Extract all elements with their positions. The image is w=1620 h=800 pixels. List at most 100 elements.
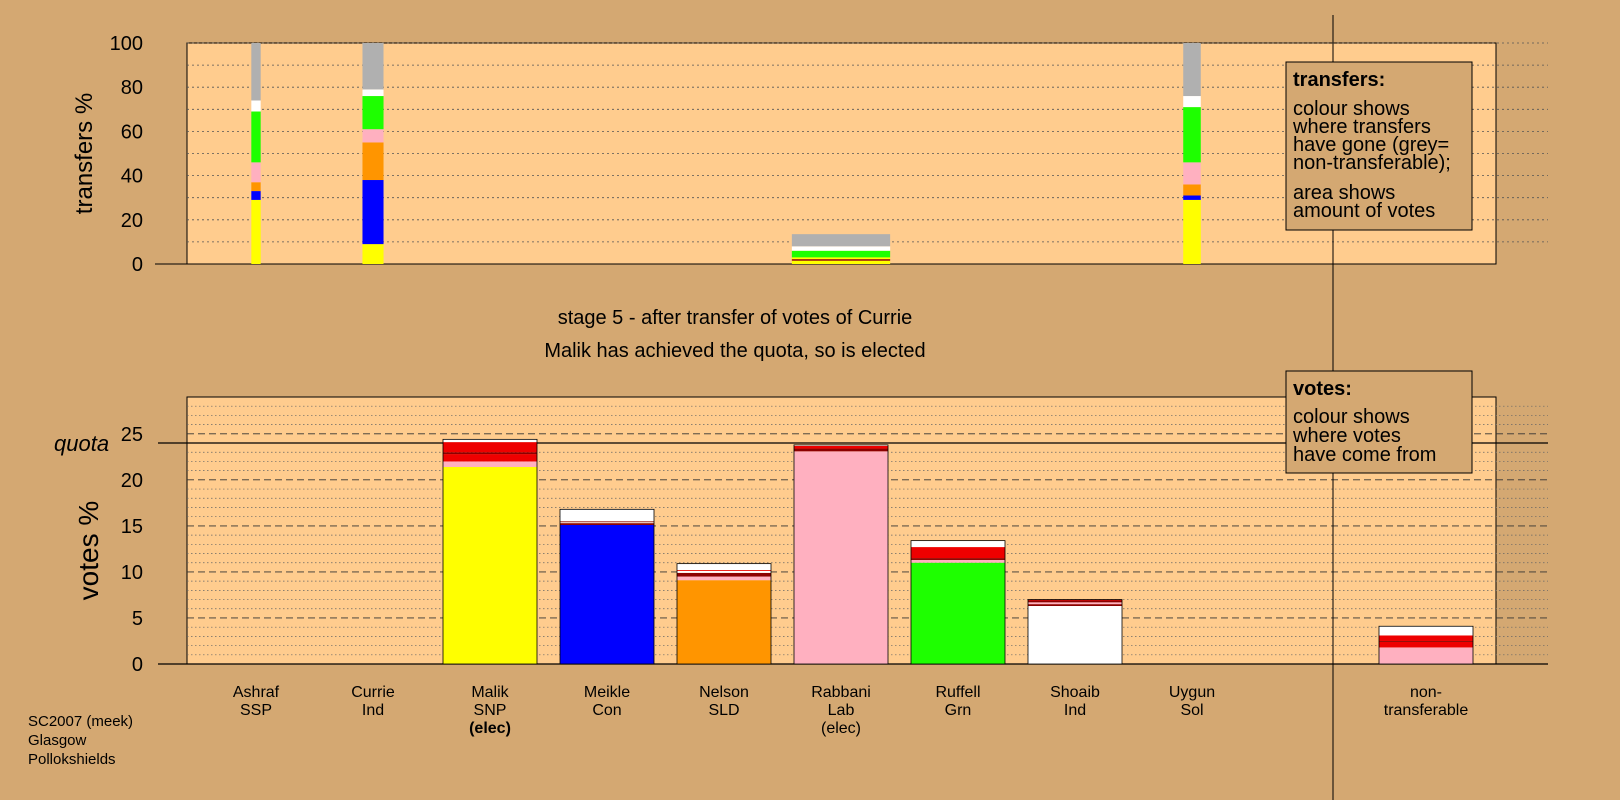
vote-bar-outline bbox=[676, 563, 772, 665]
candidate-label: Rabbani bbox=[811, 684, 871, 701]
vote-bar-segment-white bbox=[1028, 605, 1122, 664]
transfer-bar-uygun-grey bbox=[1183, 43, 1201, 97]
vote-bar-segment-red bbox=[911, 547, 1005, 559]
vote-bar-segment-white bbox=[794, 444, 888, 446]
candidate-label: Grn bbox=[945, 702, 972, 719]
vote-bar-segment-pink bbox=[1379, 647, 1473, 664]
transfer-bar-stage5-transfer-green bbox=[791, 250, 891, 258]
vote-bar-segment-darkred bbox=[1379, 640, 1473, 642]
votes-tick-label: 10 bbox=[121, 562, 143, 584]
vote-bar-outline bbox=[910, 540, 1006, 665]
transfers-legend-line: colour shows bbox=[1293, 98, 1410, 120]
vote-bar-segment-orange bbox=[677, 580, 771, 664]
footer-line: Pollokshields bbox=[28, 751, 116, 768]
transfer-bar-ashraf-green bbox=[251, 111, 261, 163]
votes-legend-box bbox=[1285, 370, 1473, 474]
transfer-bar-currie-grey bbox=[362, 43, 384, 90]
transfer-bar-ashraf-white bbox=[251, 100, 261, 112]
transfer-bar-ashraf-grey bbox=[251, 43, 261, 101]
transfer-bar-ashraf-blue bbox=[251, 191, 261, 200]
vote-bar-segment-white bbox=[560, 522, 654, 524]
transfer-bar-stage5-transfer-yellow bbox=[791, 260, 891, 264]
transfer-bar-uygun-blue bbox=[1183, 195, 1201, 200]
transfer-bar-uygun-orange bbox=[1183, 184, 1201, 196]
footer-line: Glasgow bbox=[28, 732, 87, 749]
candidate-label: Ruffell bbox=[935, 684, 980, 701]
vote-bar-segment-white bbox=[677, 571, 771, 573]
vote-bar-segment-red bbox=[443, 442, 537, 453]
vote-bar-segment-white bbox=[560, 509, 654, 522]
transfer-bar-uygun-yellow bbox=[1183, 199, 1201, 264]
transfer-bar-ashraf-pink bbox=[251, 162, 261, 183]
candidate-label: Currie bbox=[351, 684, 395, 701]
transfers-axis-label: transfers % bbox=[71, 93, 98, 214]
transfers-legend-box bbox=[1285, 61, 1473, 231]
transfers-tick-label: 0 bbox=[132, 254, 143, 276]
votes-tick-label: 20 bbox=[121, 470, 143, 492]
transfer-bar-stage5-transfer-grey bbox=[791, 234, 891, 247]
vote-bar-segment-darkred bbox=[560, 523, 654, 525]
vote-bar-segment-pink bbox=[794, 451, 888, 664]
transfers-tick-label: 20 bbox=[121, 210, 143, 232]
vote-bar-segment-pink bbox=[677, 576, 771, 581]
vote-bar-segment-darkred bbox=[1028, 604, 1122, 606]
transfers-tick-label: 100 bbox=[110, 33, 143, 55]
vote-bar-segment-darkred bbox=[1028, 600, 1122, 603]
candidate-label: Nelson bbox=[699, 684, 749, 701]
candidate-label: Ind bbox=[1064, 702, 1086, 719]
transfers-chart: 0 20 40 60 80 100 transfers % bbox=[71, 33, 1548, 276]
vote-bar-segment-red bbox=[677, 570, 771, 572]
vote-bar-segment-red bbox=[794, 445, 888, 449]
vote-bar-segment-pink bbox=[1028, 602, 1122, 605]
candidate-label: Shoaib bbox=[1050, 684, 1100, 701]
vote-bar-segment-darkred bbox=[677, 572, 771, 577]
transfer-bar-currie-blue bbox=[362, 180, 384, 245]
transfer-bar-currie-white bbox=[362, 89, 384, 97]
vote-bar-segment-darkred bbox=[443, 452, 537, 455]
vote-bar-segment-pink bbox=[911, 559, 1005, 563]
vote-bar-segment-red bbox=[443, 454, 537, 462]
transfers-tick-label: 60 bbox=[121, 121, 143, 143]
vote-bar-outline bbox=[1027, 599, 1123, 665]
vote-bar-segment-red bbox=[1028, 599, 1122, 601]
footer-line: SC2007 (meek) bbox=[28, 713, 133, 730]
vote-bar-segment-darkred bbox=[794, 448, 888, 452]
vote-bar-segment-darkred bbox=[560, 521, 654, 523]
votes-tick-label: 15 bbox=[121, 516, 143, 538]
transfer-bar-uygun-white bbox=[1183, 96, 1201, 108]
vote-bar-segment-green bbox=[911, 562, 1005, 664]
transfer-bar-currie-orange bbox=[362, 142, 384, 181]
candidate-label: Lab bbox=[828, 702, 855, 719]
stage-subtitle: Malik has achieved the quota, so is elec… bbox=[544, 340, 925, 362]
vote-bar-segment-white bbox=[911, 540, 1005, 548]
vote-bar-segment-red bbox=[1379, 641, 1473, 648]
transfer-bar-currie-green bbox=[362, 96, 384, 130]
candidate-label: Meikle bbox=[584, 684, 630, 701]
candidate-label: Malik bbox=[471, 684, 509, 701]
vote-bar-segment-red bbox=[1379, 635, 1473, 641]
votes-legend-line: colour shows bbox=[1293, 406, 1410, 428]
votes-legend-line: have come from bbox=[1293, 444, 1436, 466]
candidate-label: Ind bbox=[362, 702, 384, 719]
candidate-label: Sol bbox=[1180, 702, 1203, 719]
vote-bar-segment-pink bbox=[443, 461, 537, 467]
candidate-label: non- bbox=[1410, 684, 1442, 701]
stage-title: stage 5 - after transfer of votes of Cur… bbox=[558, 307, 913, 329]
transfers-legend-line: where transfers bbox=[1292, 116, 1431, 138]
vote-bar-outline bbox=[559, 508, 655, 665]
transfers-legend-line: non-transferable); bbox=[1293, 152, 1451, 174]
candidate-label: Uygun bbox=[1169, 684, 1215, 701]
vote-bar-segment-darkred bbox=[911, 558, 1005, 560]
candidate-label: SLD bbox=[708, 702, 739, 719]
candidate-label: (elec) bbox=[821, 720, 861, 737]
transfers-legend-line: have gone (grey= bbox=[1293, 134, 1449, 156]
transfers-tick-label: 40 bbox=[121, 166, 143, 188]
candidate-label: SNP bbox=[474, 702, 507, 719]
transfer-bar-stage5-transfer-white bbox=[791, 246, 891, 251]
candidate-label: Ashraf bbox=[233, 684, 280, 701]
transfer-bar-ashraf-orange bbox=[251, 182, 261, 192]
vote-bar-segment-yellow bbox=[443, 466, 537, 664]
votes-tick-label: 0 bbox=[132, 654, 143, 676]
